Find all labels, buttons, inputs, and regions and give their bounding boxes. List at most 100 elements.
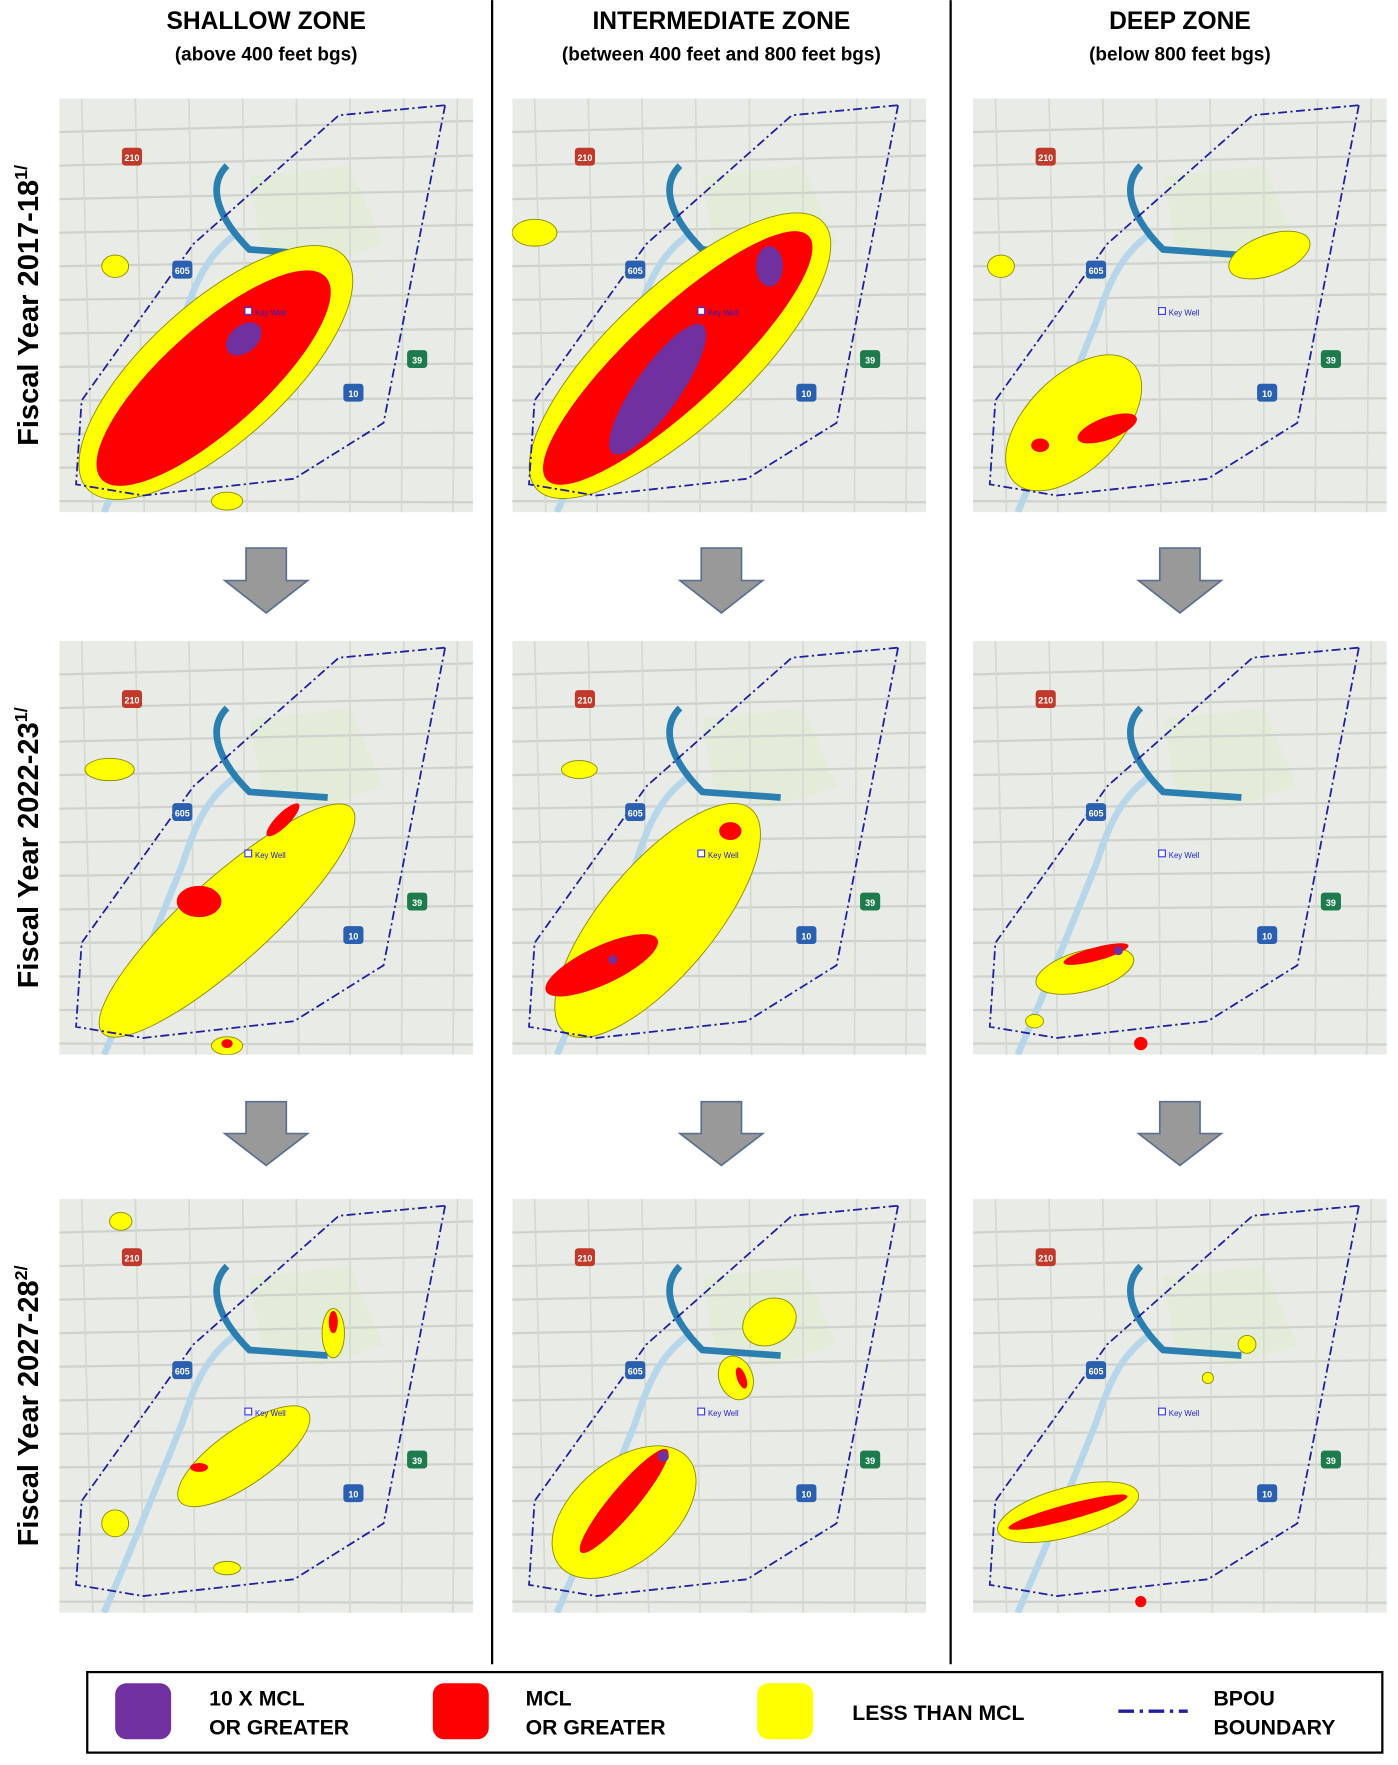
shield-label: 605 — [628, 809, 643, 819]
plume — [1202, 1372, 1213, 1383]
key-well-marker — [1159, 1408, 1166, 1415]
shield-label: 605 — [1089, 266, 1104, 276]
shield-label: 39 — [412, 356, 422, 366]
plume — [177, 886, 222, 917]
map-content: Key Well2106053910 — [59, 1199, 473, 1613]
street — [59, 1602, 473, 1603]
plume — [102, 255, 129, 277]
street — [59, 1044, 473, 1045]
shield-label: 10 — [801, 1490, 811, 1500]
shield-label: 210 — [125, 696, 140, 706]
figure: SHALLOW ZONE (above 400 feet bgs) INTERMED… — [0, 0, 1398, 1765]
shield-label: 10 — [801, 389, 811, 399]
map-inner: Key Well2106053910 — [973, 99, 1387, 516]
shield-label: 10 — [801, 932, 811, 942]
arrow — [1139, 548, 1222, 613]
plume — [608, 955, 617, 964]
map-content: Key Well2106053910 — [973, 641, 1387, 1055]
column-title: SHALLOW ZONE — [166, 8, 365, 35]
column-subtitle: (between 400 feet and 800 feet bgs) — [562, 44, 881, 65]
shield-label: 210 — [577, 696, 592, 706]
shield-label: 605 — [175, 809, 190, 819]
key-well-label: Key Well — [255, 851, 286, 860]
row-label: Fiscal Year 2022-231/ — [11, 707, 45, 988]
street — [973, 501, 1387, 502]
key-well-marker — [698, 1408, 705, 1415]
plume — [1114, 946, 1123, 955]
street — [973, 1044, 1387, 1045]
key-well-marker — [698, 308, 705, 315]
shield-label: 605 — [175, 1367, 190, 1377]
street — [973, 1602, 1387, 1603]
plume — [190, 1463, 208, 1472]
key-well-label: Key Well — [708, 851, 739, 860]
shield-label: 605 — [628, 266, 643, 276]
shield-label: 605 — [1089, 809, 1104, 819]
plume — [756, 246, 783, 286]
arrow — [680, 1102, 763, 1166]
arrow — [225, 1102, 308, 1166]
shield-label: 210 — [125, 1254, 140, 1264]
shield-label: 39 — [1326, 356, 1336, 366]
shield-label: 10 — [348, 1490, 358, 1500]
map-inner: Key Well2106053910 — [490, 99, 926, 540]
legend-box — [87, 1672, 1382, 1753]
street — [512, 1044, 926, 1045]
row-label-note: 2/ — [11, 1265, 31, 1280]
legend-swatch — [433, 1683, 489, 1739]
map-inner: Key Well 210 605 39 10 — [41, 99, 473, 541]
plume — [1031, 438, 1049, 451]
plume — [1134, 1037, 1147, 1050]
shield-label: 10 — [1262, 932, 1272, 942]
key-well-label: Key Well — [1169, 308, 1200, 317]
shield-label: 605 — [628, 1367, 643, 1377]
shield-label: 605 — [1089, 1367, 1104, 1377]
legend-label: BPOU — [1213, 1687, 1274, 1711]
plume — [211, 492, 242, 510]
plume — [102, 1510, 129, 1537]
map-content: Key Well 210 605 39 10 — [41, 99, 473, 541]
column-subtitle: (above 400 feet bgs) — [175, 44, 358, 65]
street — [512, 501, 926, 502]
arrow — [1139, 1102, 1222, 1166]
row-label: Fiscal Year 2017-181/ — [11, 165, 45, 446]
plume — [1026, 1014, 1044, 1027]
shield-label: 39 — [865, 898, 875, 908]
row-label-note: 1/ — [11, 707, 31, 722]
plume — [1135, 1596, 1146, 1607]
key-well-label: Key Well — [255, 1409, 286, 1418]
shield-label: 210 — [1038, 696, 1053, 706]
plume — [561, 761, 597, 779]
legend-label: BOUNDARY — [1213, 1716, 1335, 1740]
shield-label: 10 — [1262, 1490, 1272, 1500]
legend-label: MCL — [526, 1687, 572, 1711]
key-well-marker — [245, 1408, 252, 1415]
key-well-label: Key Well — [1169, 851, 1200, 860]
shield-label: 605 — [175, 266, 190, 276]
legend-label: OR GREATER — [526, 1716, 666, 1740]
column-subtitle: (below 800 feet bgs) — [1089, 44, 1271, 65]
shield-label: 39 — [412, 898, 422, 908]
legend-swatch — [757, 1683, 813, 1739]
map-content: Key Well2106053910 — [490, 99, 926, 540]
row-label-text: Fiscal Year 2017-18 — [13, 180, 45, 446]
plume — [214, 1561, 241, 1574]
plume — [1238, 1335, 1256, 1353]
plume — [110, 1212, 132, 1230]
key-well-label: Key Well — [708, 308, 739, 317]
key-well-marker — [245, 308, 252, 315]
arrow — [680, 548, 763, 613]
row-label-note: 1/ — [11, 165, 31, 180]
column-title: INTERMEDIATE ZONE — [592, 8, 850, 35]
map-inner: Key Well 210 605 39 10 — [512, 641, 926, 1068]
shield-label: 210 — [125, 153, 140, 163]
map-content: Key Well2106053910 — [512, 1199, 926, 1613]
plume — [988, 255, 1015, 277]
shield-label: 10 — [348, 389, 358, 399]
map-content: Key Well2106053910 — [973, 1199, 1387, 1613]
key-well-label: Key Well — [255, 308, 286, 317]
legend-label: 10 X MCL — [209, 1687, 305, 1711]
street — [59, 501, 473, 502]
shield-label: 39 — [865, 356, 875, 366]
